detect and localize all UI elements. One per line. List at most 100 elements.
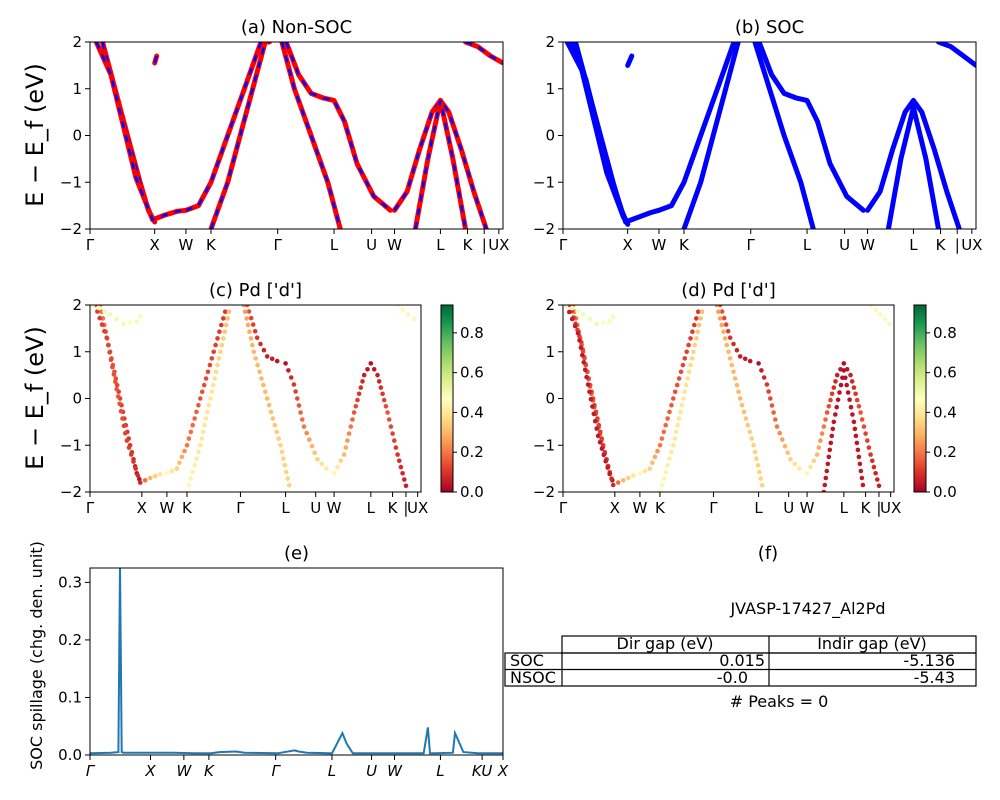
xtick-label: X — [137, 499, 147, 517]
spillage-line — [90, 568, 503, 755]
projection-point — [190, 422, 195, 428]
projection-point — [96, 305, 102, 311]
projection-point — [661, 476, 667, 481]
projection-point — [858, 410, 863, 415]
ytick-label: 0.2 — [58, 631, 82, 649]
projection-point — [216, 356, 222, 361]
projection-point — [104, 335, 109, 341]
projection-point — [609, 476, 614, 481]
xtick-label: W — [179, 236, 194, 254]
projection-point — [853, 391, 858, 397]
xtick-label: Γ — [86, 762, 96, 780]
projection-point — [716, 309, 721, 315]
band-line — [412, 97, 468, 229]
band-line-overlay — [280, 42, 342, 229]
projection-point — [219, 322, 224, 328]
xtick-label: UX — [961, 236, 982, 254]
panel-f-gap-info: (f) JVASP-17427_Al2Pd Dir gap (eV) Indir… — [504, 543, 977, 711]
projection-point — [731, 341, 736, 347]
projection-point — [681, 396, 686, 401]
projection-point — [814, 452, 820, 457]
ytick-label: −2 — [60, 220, 82, 238]
projection-point — [756, 361, 761, 366]
projection-point — [695, 329, 700, 335]
projection-point — [726, 349, 731, 355]
xtick-label: L — [909, 236, 918, 254]
projection-point — [595, 433, 601, 439]
xtick-label: Γ — [86, 499, 95, 517]
xtick-label: K — [655, 499, 666, 517]
projection-point — [861, 424, 867, 429]
projection-point — [659, 436, 665, 441]
projection-point — [607, 471, 612, 477]
projection-point — [121, 321, 126, 327]
projection-point — [821, 424, 827, 429]
projection-point — [761, 375, 767, 380]
projection-point — [133, 466, 138, 471]
xtick-label: K — [936, 236, 947, 254]
projection-point — [847, 397, 852, 403]
xtick-label: W — [652, 236, 667, 254]
projection-point — [727, 356, 733, 361]
projection-point — [188, 429, 194, 435]
xtick-label: Γ — [274, 236, 283, 254]
projection-point — [108, 357, 114, 363]
projection-point — [630, 473, 636, 478]
xtick-label: Γ — [86, 236, 95, 254]
projection-point — [254, 335, 260, 341]
projection-point — [597, 439, 603, 445]
projection-point — [335, 464, 340, 470]
projection-point — [855, 447, 861, 453]
projection-point — [824, 468, 830, 474]
projection-point — [199, 389, 205, 395]
projection-point — [843, 375, 848, 381]
projection-point — [569, 316, 575, 322]
projection-point — [353, 404, 359, 409]
projection-point — [858, 468, 864, 474]
projection-point — [637, 471, 643, 476]
projection-point — [768, 396, 773, 401]
band-line — [392, 97, 489, 229]
projection-point — [412, 316, 417, 322]
ylabel-bands-middle: E − E_f (eV) — [21, 326, 49, 470]
xtick-label: X — [610, 499, 620, 517]
table-cell-nsoc-dir: -0.0 — [717, 668, 748, 687]
projection-point — [749, 436, 754, 441]
projection-point — [686, 342, 691, 348]
projection-point — [650, 460, 655, 466]
xtick-label: Γ — [559, 236, 568, 254]
projection-point — [257, 369, 262, 375]
projection-point — [286, 483, 292, 488]
projection-point — [678, 369, 684, 375]
projection-point — [827, 447, 833, 453]
ytick-label: −1 — [533, 436, 555, 454]
xtick-label: Γ — [271, 762, 281, 780]
projection-point — [769, 403, 775, 408]
xtick-label: L — [436, 762, 444, 780]
table-header-indir-gap: Indir gap (eV) — [817, 634, 927, 653]
projection-point — [343, 445, 349, 450]
band-line-overlay — [95, 42, 187, 222]
projection-point — [190, 469, 195, 475]
panel-e-data — [90, 568, 503, 755]
projection-point — [269, 356, 275, 362]
projection-point — [402, 477, 407, 482]
projection-point — [811, 458, 817, 464]
projection-point — [298, 410, 303, 415]
projection-point — [835, 397, 841, 403]
projection-point — [222, 329, 227, 335]
table-header-dir-gap: Dir gap (eV) — [617, 634, 714, 653]
projection-point — [135, 473, 141, 478]
projection-point — [356, 391, 362, 397]
colorbar-c: 0.0 0.2 0.4 0.6 0.8 — [440, 304, 484, 501]
projection-point — [739, 402, 745, 408]
band-line — [681, 42, 741, 229]
xtick-label: K — [206, 236, 217, 254]
projection-point — [252, 328, 258, 334]
projection-point — [819, 431, 825, 436]
xtick-label: UX — [488, 236, 509, 254]
projection-point — [747, 429, 753, 435]
projection-point — [378, 385, 384, 390]
xtick-label: | — [482, 236, 487, 254]
projection-point — [851, 385, 857, 390]
